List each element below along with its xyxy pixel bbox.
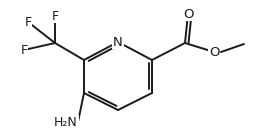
Text: F: F (52, 10, 59, 23)
Text: O: O (209, 46, 219, 59)
Text: F: F (24, 16, 31, 29)
Text: O: O (183, 8, 193, 20)
Text: F: F (20, 44, 28, 57)
Text: N: N (113, 36, 123, 48)
Text: H₂N: H₂N (54, 116, 78, 129)
